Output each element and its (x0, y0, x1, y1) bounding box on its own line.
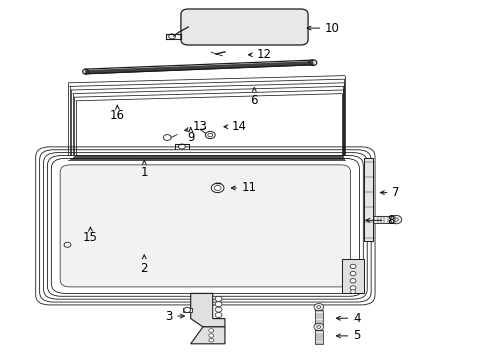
Text: 14: 14 (224, 120, 246, 133)
Circle shape (214, 185, 221, 190)
Text: 7: 7 (380, 186, 399, 199)
Circle shape (349, 264, 355, 269)
Circle shape (349, 279, 355, 283)
Circle shape (215, 296, 222, 301)
Bar (364, 158, 372, 241)
Circle shape (205, 131, 215, 139)
Circle shape (215, 312, 222, 318)
Circle shape (349, 271, 355, 276)
Circle shape (208, 338, 213, 342)
Polygon shape (190, 293, 224, 327)
Circle shape (211, 183, 224, 193)
FancyBboxPatch shape (60, 165, 350, 287)
Circle shape (215, 307, 222, 312)
Text: 16: 16 (110, 105, 124, 122)
Circle shape (168, 34, 175, 39)
Text: 6: 6 (250, 87, 258, 107)
Bar (314, 310, 322, 324)
FancyBboxPatch shape (181, 9, 307, 45)
Bar (183, 308, 191, 312)
Text: 12: 12 (248, 48, 271, 61)
Circle shape (313, 323, 323, 330)
Text: 9: 9 (186, 128, 194, 144)
Circle shape (389, 215, 401, 224)
Circle shape (215, 302, 222, 307)
Circle shape (64, 242, 71, 247)
Text: 2: 2 (140, 255, 148, 275)
Polygon shape (190, 327, 224, 344)
Text: 8: 8 (365, 214, 394, 227)
Text: 11: 11 (231, 181, 256, 194)
Ellipse shape (82, 69, 88, 74)
Circle shape (349, 286, 355, 290)
Text: 15: 15 (83, 227, 98, 244)
Polygon shape (342, 259, 364, 293)
Circle shape (208, 329, 213, 332)
Text: 1: 1 (140, 160, 148, 179)
Circle shape (163, 135, 171, 140)
Bar (372, 216, 395, 223)
Circle shape (183, 307, 190, 312)
Circle shape (350, 290, 355, 293)
Text: 10: 10 (306, 22, 339, 35)
Text: 3: 3 (164, 310, 184, 323)
Circle shape (208, 334, 213, 337)
Text: 5: 5 (336, 329, 360, 342)
Circle shape (313, 303, 323, 311)
Text: 4: 4 (336, 312, 360, 325)
Circle shape (178, 144, 185, 149)
Text: 13: 13 (184, 120, 207, 133)
Bar (314, 330, 322, 344)
Ellipse shape (308, 60, 316, 66)
